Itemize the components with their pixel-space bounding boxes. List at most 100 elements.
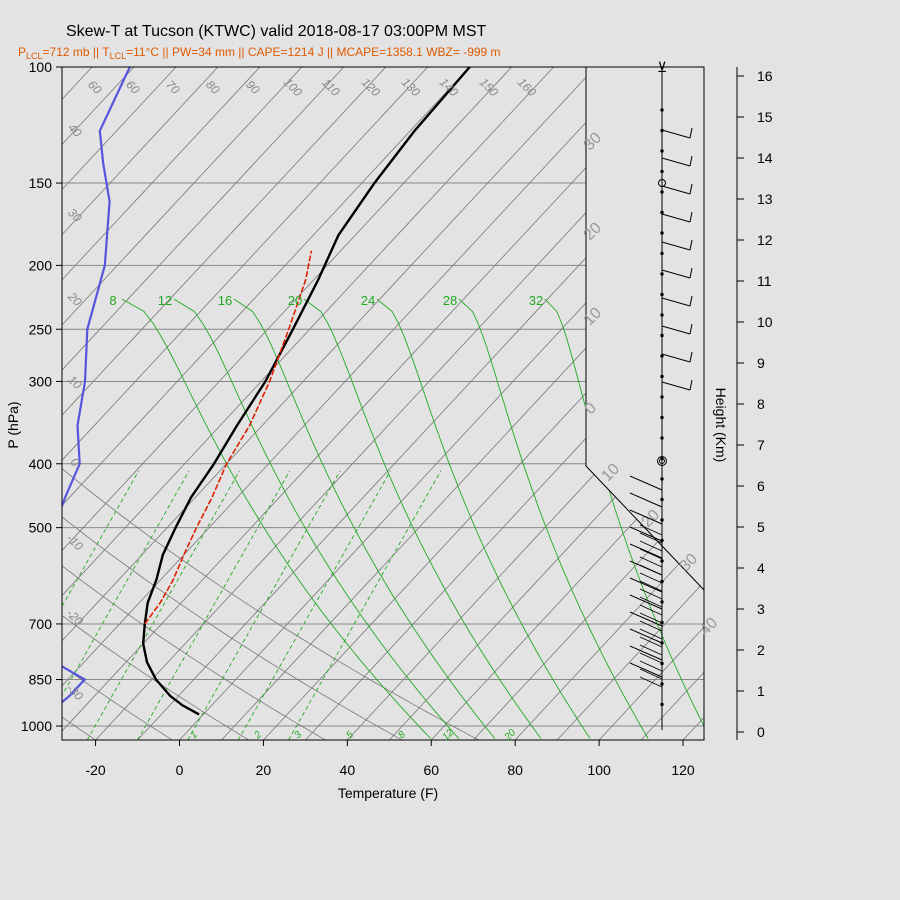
wind-barb-shaft (639, 628, 663, 640)
wind-level-dot (660, 518, 664, 522)
wind-level-dot (660, 559, 664, 563)
temperature-tick-label: 60 (423, 762, 439, 778)
pressure-tick-label: 700 (29, 616, 53, 632)
mixing-ratio-line (62, 470, 190, 697)
height-tick-label: 3 (757, 601, 765, 617)
mixing-ratio-top-label: 32 (529, 293, 543, 308)
wind-barb-shaft (629, 594, 663, 610)
pressure-tick-label: 1000 (21, 718, 52, 734)
isotherm-line (62, 67, 554, 597)
wind-barb-shaft (661, 129, 691, 139)
wind-barb-flag (689, 267, 693, 279)
wind-barb-shaft (629, 509, 663, 525)
pressure-tick-label: 150 (29, 175, 53, 191)
wind-barb-flag (689, 155, 693, 167)
wind-level-dot (660, 292, 664, 297)
x-axis-label: Temperature (F) (338, 785, 438, 801)
temperature-tick-label: 0 (176, 762, 184, 778)
wind-barb-shaft (639, 596, 663, 608)
wind-barb-shaft (629, 628, 663, 644)
wind-barb-shaft (639, 644, 663, 656)
wind-level-dot (660, 702, 664, 707)
wind-level-dot (660, 477, 664, 481)
wind-level-dot (660, 149, 664, 153)
wind-level-dot (660, 313, 664, 317)
mixing-ratio-line (237, 470, 391, 740)
wind-level-dot (660, 169, 664, 174)
isotherm-line (62, 67, 387, 416)
wind-calm-marker (659, 458, 665, 464)
chart-title: Skew-T at Tucson (KTWC) valid 2018-08-17… (66, 23, 487, 40)
wind-barb-shaft (661, 185, 691, 195)
wind-level-dot (660, 210, 664, 215)
wind-level-dot (660, 251, 664, 256)
height-tick-label: 12 (757, 232, 773, 248)
pressure-tick-label: 300 (29, 373, 53, 389)
isotherm-line (430, 446, 704, 740)
height-tick-label: 11 (757, 273, 772, 289)
pressure-tick-label: 250 (29, 321, 53, 337)
isotherm-line (62, 67, 512, 552)
wind-calm-marker (657, 456, 667, 466)
isotherm-line (221, 220, 704, 740)
wind-barb-shaft (639, 548, 663, 560)
mixing-ratio-top-label: 24 (361, 293, 375, 308)
mixing-ratio-line (187, 470, 341, 740)
plot-frame (61, 66, 705, 741)
isotherm-line (62, 67, 470, 506)
wind-level-dot (660, 190, 664, 194)
pressure-tick-label: 500 (29, 520, 53, 536)
wind-barb-shaft (629, 645, 663, 661)
wind-barb-flag (689, 127, 693, 139)
height-tick-label: 14 (757, 150, 773, 166)
wind-barb-flag (689, 211, 693, 223)
mixing-ratio-top-label: 28 (443, 293, 457, 308)
isotherm-line (725, 67, 900, 740)
wind-barb-flag (689, 379, 693, 391)
temperature-tick-label: -20 (85, 762, 105, 778)
isotherm-line (62, 67, 345, 371)
wind-barb-shaft (639, 588, 663, 600)
moist-adiabat-line (121, 298, 432, 739)
wind-level-dot (660, 374, 664, 379)
wind-barb-shaft (629, 611, 663, 627)
temperature-tick-label: 40 (340, 762, 356, 778)
wind-barb-shaft (629, 475, 663, 491)
moist-adiabat-line (303, 298, 542, 739)
height-tick-label: 16 (757, 68, 773, 84)
wind-barb-shaft (639, 676, 663, 688)
height-tick-label: 6 (757, 478, 765, 494)
height-tick-label: 10 (757, 314, 773, 330)
mixing-ratio-top-label: 16 (218, 293, 232, 308)
isotherm-line (62, 67, 261, 281)
height-tick-label: 8 (757, 396, 765, 412)
pressure-tick-label: 200 (29, 257, 53, 273)
height-tick-label: 2 (757, 642, 765, 658)
mixing-ratio-line (62, 470, 140, 608)
isotherm-line (62, 67, 429, 461)
mixing-ratio-top-label: 8 (109, 293, 116, 308)
pressure-tick-label: 850 (29, 672, 53, 688)
parcel-profile-line (144, 250, 313, 625)
wind-barb-shaft (629, 526, 663, 542)
wind-barb-shaft (639, 572, 663, 584)
dewpoint-profile-line (62, 67, 131, 704)
wind-barb-shaft (661, 325, 691, 335)
wind-barb-shaft (639, 636, 663, 648)
isotherm-line (62, 67, 680, 732)
barb-region-border (585, 67, 705, 591)
isotherm-line (62, 67, 638, 687)
wind-barb-shaft (639, 604, 663, 616)
wind-level-dot (660, 272, 664, 276)
wind-level-dot (660, 231, 664, 235)
wind-barb-shaft (661, 381, 691, 391)
mixing-ratio-line (86, 470, 240, 740)
temperature-tick-label: 20 (256, 762, 272, 778)
isotherm-line (62, 67, 303, 326)
wind-barb-shaft (639, 564, 663, 576)
wind-barb-shaft (639, 652, 663, 664)
wind-barb-shaft (661, 353, 691, 363)
wind-barb-shaft (661, 157, 691, 167)
isotherm-line (472, 491, 704, 740)
pressure-tick-label: 100 (29, 59, 53, 75)
